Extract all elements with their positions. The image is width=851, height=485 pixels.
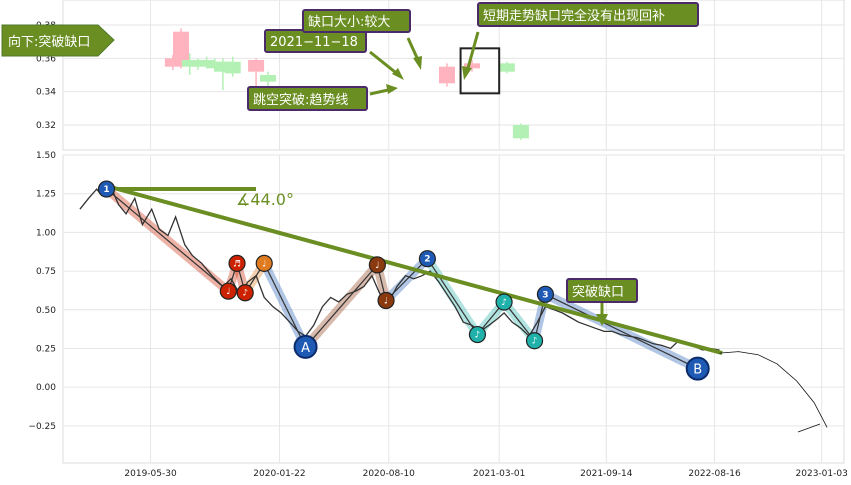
swing-badge (495, 293, 513, 311)
callout-breakout: 突破缺口 (566, 278, 638, 326)
swing-badge (468, 325, 487, 344)
swing-segment (426, 258, 478, 335)
angle-label: ∡44.0° (236, 190, 294, 209)
swing-badge-label: ♪ (475, 331, 481, 341)
bottom-y-tick-label: 1.50 (36, 151, 56, 161)
swing-badge (536, 285, 555, 303)
swing-segment (263, 263, 307, 348)
bottom-y-ticks: 1.50 1.25 1.00 0.75 0.50 0.25 0.00 −0.25 (28, 151, 56, 432)
swing-badge-label: ♩ (384, 296, 388, 306)
date-label: 2021−11−18 (270, 35, 358, 50)
swing-badge (418, 250, 436, 268)
swing-badge (219, 282, 237, 300)
candle-body (198, 60, 215, 65)
trend-line (105, 184, 723, 356)
bottom-y-tick-label: 0.00 (36, 383, 56, 393)
x-tick-label: 2022-08-16 (688, 469, 741, 479)
top-panel: 0.380.360.340.32 (36, 0, 845, 151)
swing-badge (377, 291, 395, 310)
swing-badge-label: ♩ (262, 259, 266, 269)
callout-gap-size: 缺口大小:较大 (302, 9, 422, 70)
top-y-tick-label: 0.34 (36, 88, 56, 98)
top-y-tick-label: 0.32 (36, 121, 56, 131)
swing-badge-label: 2 (424, 255, 430, 265)
swing-badge (97, 180, 116, 198)
swing-badge (685, 356, 710, 381)
breakout-label: 突破缺口 (572, 284, 624, 300)
candle-body (498, 63, 515, 72)
x-tick-label: 2021-03-01 (473, 469, 525, 479)
callout-trend-status: 短期走势缺口完全没有出现回补 (462, 2, 699, 80)
direction-label: 向下:突破缺口 (8, 34, 90, 50)
candle-body (173, 31, 190, 66)
projection-curve (719, 351, 828, 428)
swing-badge-label: A (301, 341, 310, 356)
x-tick-label: 2020-08-10 (363, 469, 416, 479)
candles (164, 28, 529, 140)
gap-box (459, 47, 501, 95)
x-tick-label: 2021-09-14 (580, 469, 633, 479)
candle-body (214, 61, 231, 72)
swing-badge (368, 256, 386, 274)
swing-badges: 1 ♩ ♬ ♪ ♩ A ♩ ♩ 2 ♪ ♪ ♪ 3 B (97, 180, 710, 381)
candle-body (260, 75, 277, 82)
candle-body (181, 60, 198, 67)
bottom-y-tick-label: 0.25 (36, 344, 56, 354)
bottom-y-tick-label: 1.25 (36, 190, 56, 200)
candle-body (512, 125, 529, 139)
projection-end-cap (797, 423, 821, 433)
swing-segment (305, 264, 378, 348)
candle-body (206, 61, 223, 69)
swing-badge-label: ♪ (501, 298, 507, 308)
candle-body (248, 60, 265, 72)
candle-body (463, 63, 480, 69)
trend-status-label: 短期走势缺口完全没有出现回补 (483, 8, 665, 24)
swing-badge (525, 332, 544, 350)
x-axis-ticks: 2019-05-30 2020-01-22 2020-08-10 2021-03-01… (124, 469, 847, 479)
price-line (79, 181, 720, 351)
top-grid (63, 0, 844, 150)
swing-badge-label: ♩ (375, 261, 379, 271)
swing-badge-label: ♪ (532, 337, 538, 347)
candle-body (189, 61, 206, 67)
candle-body (438, 66, 455, 84)
bottom-y-tick-label: 0.75 (36, 267, 56, 277)
candle-body (164, 58, 181, 67)
swing-badge-label: 3 (542, 290, 548, 300)
bottom-y-tick-label: 0.50 (36, 306, 56, 316)
gap-size-label: 缺口大小:较大 (308, 15, 390, 30)
candle-body (224, 61, 241, 74)
swing-badge (293, 334, 318, 359)
bottom-y-tick-label: −0.25 (28, 422, 56, 432)
callout-gap-type: 跳空突破:趋势线 (247, 84, 398, 111)
callout-date: 2021−11−18 (264, 29, 404, 80)
swing-badge (255, 254, 273, 272)
bottom-y-tick-label: 1.00 (36, 228, 56, 238)
swing-badge-label: B (693, 363, 702, 378)
bottom-panel-frame (62, 154, 845, 464)
x-tick-label: 2019-05-30 (124, 469, 177, 479)
top-y-tick-label: 0.36 (36, 54, 56, 64)
swing-badge-label: ♩ (226, 287, 230, 297)
swing-badge (228, 254, 246, 272)
swing-segment (545, 293, 698, 370)
swing-badge-label: ♬ (233, 259, 241, 269)
x-tick-label: 2023-01-03 (796, 469, 848, 479)
swing-badge (236, 284, 254, 302)
gap-type-label: 跳空突破:趋势线 (253, 92, 348, 108)
swing-segment (106, 188, 229, 292)
bottom-panel: 1.50 1.25 1.00 0.75 0.50 0.25 0.00 −0.25 2019-0… (28, 151, 847, 479)
callout-direction: 向下:突破缺口 (1, 24, 115, 57)
x-tick-label: 2020-01-22 (253, 469, 305, 479)
swing-badge-label: 1 (103, 185, 109, 195)
swing-badge-label: ♪ (242, 289, 248, 299)
bottom-grid (63, 154, 844, 463)
